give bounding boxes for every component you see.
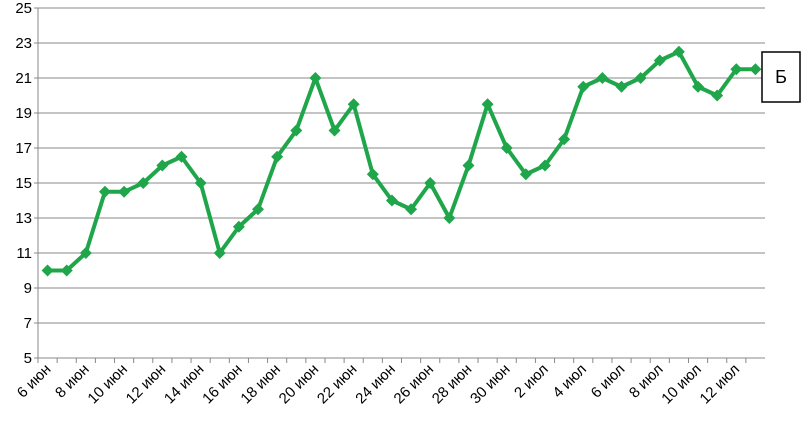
- marker: [213, 247, 226, 259]
- x-tick-label: 28 июн: [429, 361, 476, 408]
- x-tick-label: 4 июл: [549, 361, 590, 402]
- marker: [252, 203, 265, 216]
- marker: [692, 80, 705, 93]
- marker: [538, 159, 551, 172]
- marker: [175, 150, 188, 163]
- marker: [653, 54, 666, 67]
- marker: [558, 133, 571, 146]
- x-tick-label: 26 июн: [391, 361, 438, 408]
- y-tick-label: 15: [15, 175, 32, 192]
- y-tick-label: 13: [15, 210, 32, 227]
- x-tick-label: 16 июн: [199, 361, 246, 408]
- x-tick-label: 20 июн: [276, 361, 323, 408]
- marker: [41, 264, 54, 277]
- marker: [232, 220, 245, 233]
- marker: [749, 63, 762, 76]
- marker: [328, 124, 341, 137]
- marker: [137, 177, 150, 189]
- marker: [156, 159, 169, 172]
- marker: [366, 168, 379, 181]
- marker: [309, 72, 322, 84]
- marker: [577, 80, 590, 93]
- marker: [118, 185, 131, 198]
- marker: [443, 212, 456, 224]
- y-tick-label: 11: [16, 245, 32, 262]
- marker: [481, 98, 494, 111]
- x-tick-label: 12 июл: [697, 361, 744, 408]
- marker: [98, 185, 111, 198]
- marker: [596, 72, 609, 84]
- legend-label: Б: [775, 67, 787, 87]
- marker: [194, 177, 207, 189]
- marker: [405, 203, 418, 216]
- marker: [730, 63, 743, 76]
- x-tick-label: 10 июл: [658, 361, 705, 408]
- marker: [424, 177, 437, 189]
- y-tick-label: 9: [24, 280, 32, 297]
- marker: [271, 150, 284, 163]
- series-line: [47, 49, 756, 273]
- x-tick-label: 24 июн: [352, 361, 399, 408]
- legend-box: [761, 51, 801, 103]
- marker: [290, 124, 303, 137]
- marker: [347, 98, 360, 111]
- x-tick-label: 6 июл: [588, 361, 629, 402]
- x-tick-label: 30 июн: [467, 361, 514, 408]
- y-tick-label: 25: [15, 0, 32, 17]
- marker: [462, 159, 475, 172]
- marker: [711, 89, 724, 102]
- y-tick-label: 7: [24, 315, 32, 332]
- x-tick-label: 18 июн: [237, 361, 284, 408]
- marker: [60, 264, 73, 277]
- marker: [519, 168, 532, 181]
- y-tick-label: 21: [15, 70, 32, 87]
- marker: [385, 194, 398, 207]
- y-tick-label: 17: [15, 140, 32, 157]
- x-tick-label: 10 июн: [84, 361, 131, 408]
- y-tick-label: 5: [24, 350, 32, 367]
- marker: [634, 72, 647, 84]
- x-tick-label: 6 июн: [14, 361, 55, 402]
- x-tick-label: 2 июл: [511, 361, 552, 402]
- y-tick-label: 23: [15, 35, 32, 52]
- y-tick-label: 19: [15, 105, 32, 122]
- x-tick-label: 14 июн: [161, 361, 208, 408]
- x-tick-label: 12 июн: [123, 361, 170, 408]
- marker: [615, 80, 628, 93]
- marker: [672, 45, 685, 58]
- x-tick-label: 22 июн: [314, 361, 361, 408]
- marker: [500, 142, 513, 154]
- marker: [79, 247, 92, 259]
